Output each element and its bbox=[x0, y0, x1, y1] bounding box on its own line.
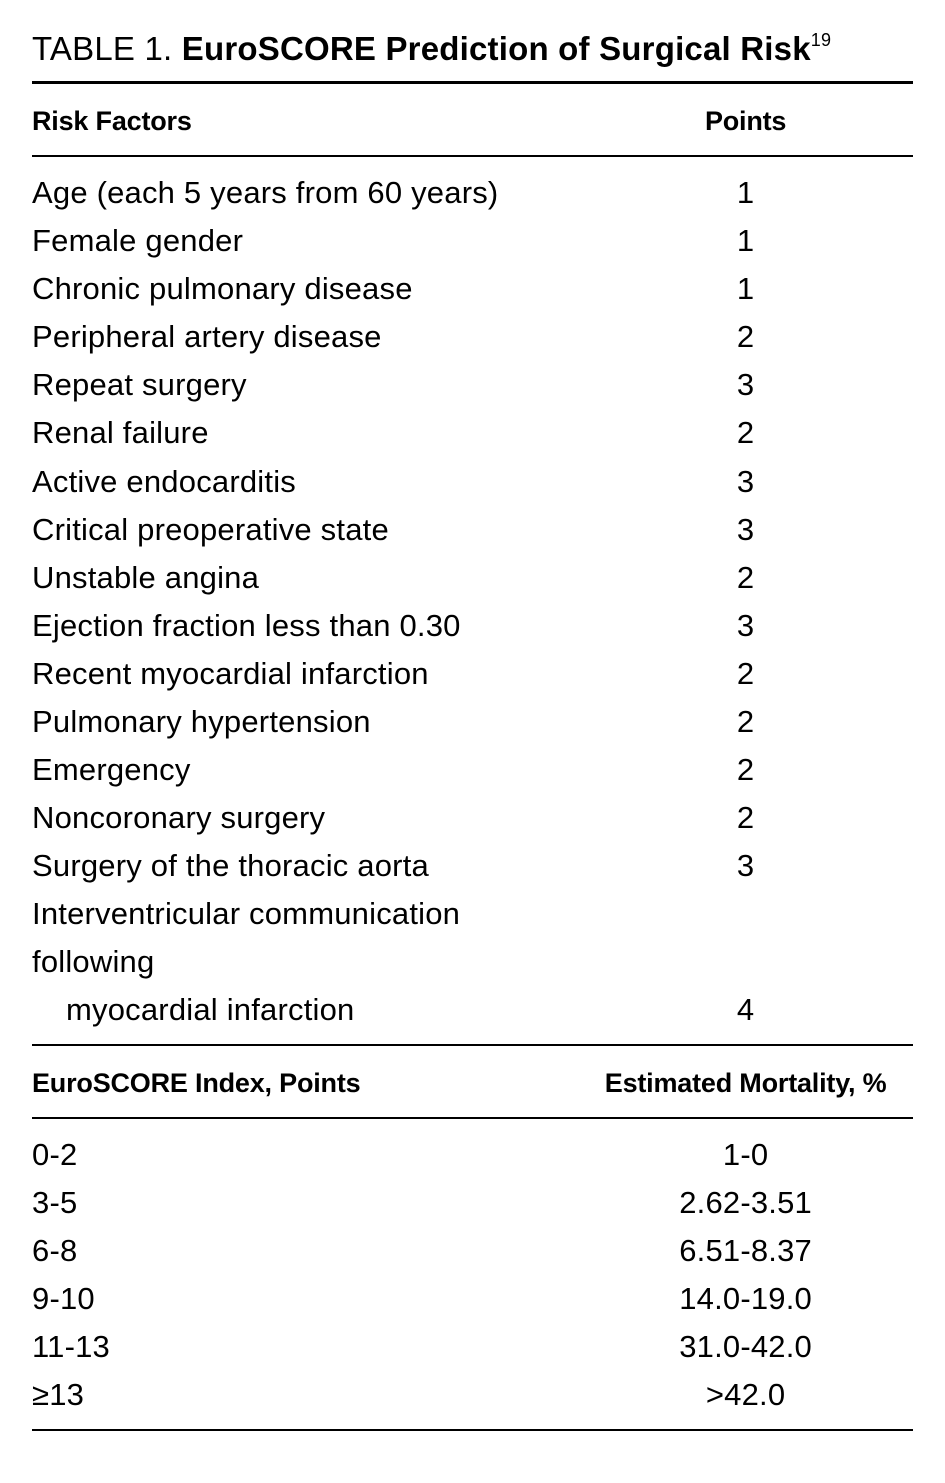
title-prefix: TABLE 1. bbox=[32, 30, 172, 67]
risk-factor-line2: myocardial infarction bbox=[32, 986, 578, 1034]
points-cell: 1 bbox=[578, 169, 913, 217]
risk-factor-rows: Age (each 5 years from 60 years)1Female … bbox=[32, 169, 913, 890]
mortality-cell: 6.51-8.37 bbox=[578, 1227, 913, 1275]
title-superscript: 19 bbox=[811, 30, 831, 50]
table-row: Interventricular communication following… bbox=[32, 890, 913, 1034]
points-cell: 2 bbox=[578, 794, 913, 842]
table-row: Emergency2 bbox=[32, 746, 913, 794]
section2-header: EuroSCORE Index, Points Estimated Mortal… bbox=[32, 1058, 913, 1107]
risk-factor-line1: Interventricular communication following bbox=[32, 890, 578, 986]
rule-between-sections bbox=[32, 1044, 913, 1046]
points-cell: 3 bbox=[578, 602, 913, 650]
points-cell: 3 bbox=[578, 506, 913, 554]
mortality-rows: 0-21-03-52.62-3.516-86.51-8.379-1014.0-1… bbox=[32, 1131, 913, 1419]
rule-under-header-1 bbox=[32, 155, 913, 157]
risk-factor-cell: Unstable angina bbox=[32, 554, 578, 602]
points-cell: 2 bbox=[578, 650, 913, 698]
points-cell: 1 bbox=[578, 217, 913, 265]
table-row: Age (each 5 years from 60 years)1 bbox=[32, 169, 913, 217]
table-row: Repeat surgery3 bbox=[32, 361, 913, 409]
index-range-cell: 11-13 bbox=[32, 1323, 578, 1371]
header-points: Points bbox=[578, 106, 913, 137]
risk-factor-cell: Emergency bbox=[32, 746, 578, 794]
rule-top bbox=[32, 81, 913, 84]
risk-factor-cell: Renal failure bbox=[32, 409, 578, 457]
points-cell: 2 bbox=[578, 746, 913, 794]
index-range-cell: 9-10 bbox=[32, 1275, 578, 1323]
table-row: Critical preoperative state3 bbox=[32, 506, 913, 554]
mortality-cell: 14.0-19.0 bbox=[578, 1275, 913, 1323]
points-cell: 2 bbox=[578, 698, 913, 746]
index-range-cell: ≥13 bbox=[32, 1371, 578, 1419]
points-cell: 3 bbox=[578, 458, 913, 506]
table-row: ≥13>42.0 bbox=[32, 1371, 913, 1419]
table-row: Pulmonary hypertension2 bbox=[32, 698, 913, 746]
table-row: Chronic pulmonary disease1 bbox=[32, 265, 913, 313]
table-row: Renal failure2 bbox=[32, 409, 913, 457]
points-cell: 2 bbox=[578, 409, 913, 457]
risk-factor-cell: Critical preoperative state bbox=[32, 506, 578, 554]
table-row: Noncoronary surgery2 bbox=[32, 794, 913, 842]
table-title: TABLE 1. EuroSCORE Prediction of Surgica… bbox=[32, 28, 913, 77]
risk-factor-cell: Noncoronary surgery bbox=[32, 794, 578, 842]
table-row: 3-52.62-3.51 bbox=[32, 1179, 913, 1227]
risk-factor-cell: Pulmonary hypertension bbox=[32, 698, 578, 746]
risk-factor-cell: Ejection fraction less than 0.30 bbox=[32, 602, 578, 650]
header-estimated-mortality: Estimated Mortality, % bbox=[578, 1068, 913, 1099]
title-main: EuroSCORE Prediction of Surgical Risk bbox=[182, 30, 811, 67]
table-row: 9-1014.0-19.0 bbox=[32, 1275, 913, 1323]
rule-under-header-2 bbox=[32, 1117, 913, 1119]
risk-factor-cell: Peripheral artery disease bbox=[32, 313, 578, 361]
risk-factor-cell: Chronic pulmonary disease bbox=[32, 265, 578, 313]
table-row: 6-86.51-8.37 bbox=[32, 1227, 913, 1275]
table-row: Active endocarditis3 bbox=[32, 458, 913, 506]
risk-factor-cell: Active endocarditis bbox=[32, 458, 578, 506]
header-euroscore-index: EuroSCORE Index, Points bbox=[32, 1068, 578, 1099]
risk-factor-cell: Female gender bbox=[32, 217, 578, 265]
rule-bottom bbox=[32, 1429, 913, 1431]
table-row: Ejection fraction less than 0.303 bbox=[32, 602, 913, 650]
points-cell: 4 bbox=[578, 986, 913, 1034]
risk-factor-cell: Repeat surgery bbox=[32, 361, 578, 409]
mortality-cell: 2.62-3.51 bbox=[578, 1179, 913, 1227]
risk-factor-cell: Surgery of the thoracic aorta bbox=[32, 842, 578, 890]
risk-factor-cell: Recent myocardial infarction bbox=[32, 650, 578, 698]
table-row: Surgery of the thoracic aorta3 bbox=[32, 842, 913, 890]
header-risk-factors: Risk Factors bbox=[32, 106, 578, 137]
mortality-cell: >42.0 bbox=[578, 1371, 913, 1419]
index-range-cell: 3-5 bbox=[32, 1179, 578, 1227]
points-cell: 2 bbox=[578, 554, 913, 602]
points-cell: 1 bbox=[578, 265, 913, 313]
table-row: Unstable angina2 bbox=[32, 554, 913, 602]
table-row: Recent myocardial infarction2 bbox=[32, 650, 913, 698]
risk-factor-cell: Age (each 5 years from 60 years) bbox=[32, 169, 578, 217]
points-cell: 2 bbox=[578, 313, 913, 361]
points-cell: 3 bbox=[578, 361, 913, 409]
risk-factor-cell: Interventricular communication following… bbox=[32, 890, 578, 1034]
index-range-cell: 6-8 bbox=[32, 1227, 578, 1275]
points-cell: 3 bbox=[578, 842, 913, 890]
table-row: 11-1331.0-42.0 bbox=[32, 1323, 913, 1371]
table-row: Female gender1 bbox=[32, 217, 913, 265]
table-row: 0-21-0 bbox=[32, 1131, 913, 1179]
table-container: TABLE 1. EuroSCORE Prediction of Surgica… bbox=[0, 0, 945, 1483]
index-range-cell: 0-2 bbox=[32, 1131, 578, 1179]
mortality-cell: 31.0-42.0 bbox=[578, 1323, 913, 1371]
section1-header: Risk Factors Points bbox=[32, 96, 913, 145]
mortality-cell: 1-0 bbox=[578, 1131, 913, 1179]
table-row: Peripheral artery disease2 bbox=[32, 313, 913, 361]
